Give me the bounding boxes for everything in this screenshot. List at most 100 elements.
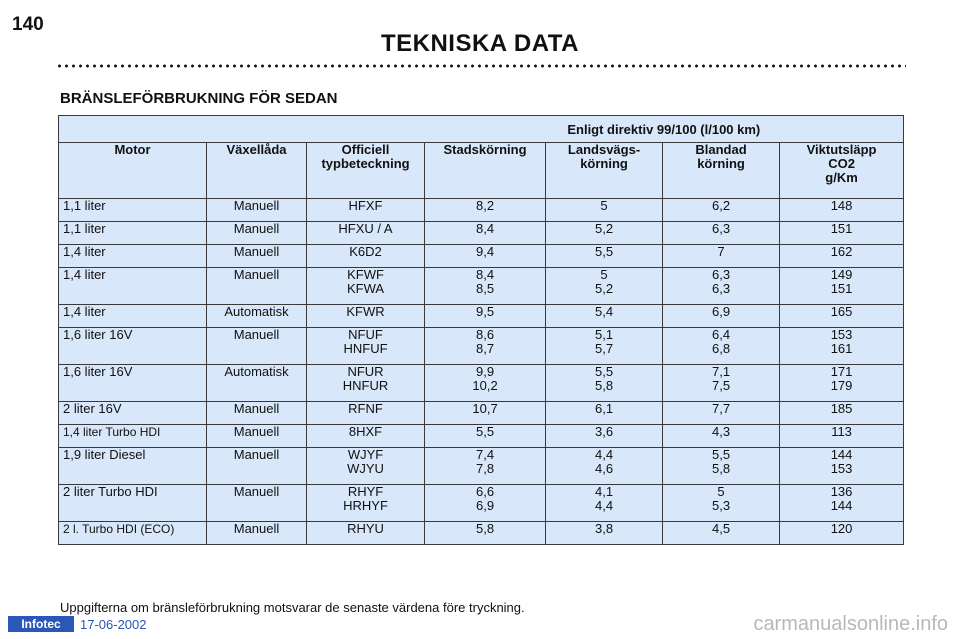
cell-value: 6,8 (711, 341, 731, 356)
cell-blandad: 7 (662, 244, 781, 268)
cell-value: RFNF (348, 401, 383, 416)
cell-value: 5,4 (594, 304, 614, 319)
cell-blandad: 6,4 6,8 (662, 327, 781, 365)
cell-value: 7,5 (711, 378, 731, 393)
cell-value: 10,7 (472, 401, 498, 416)
watermark: carmanualsonline.info (753, 613, 948, 635)
cell-value: WJYU (347, 461, 384, 476)
cell-value: 4,3 (711, 424, 731, 439)
cell-value: 4,5 (711, 521, 731, 536)
cell-typbeteckning: RHYF HRHYF (305, 484, 426, 522)
cell-blandad: 5,5 5,8 (662, 447, 781, 485)
table-row: 1,4 liter Manuell K6D2 9,4 5,5 7 162 (58, 244, 905, 268)
fuel-consumption-table: Enligt direktiv 99/100 (l/100 km) Motor … (57, 115, 905, 545)
cell-value: KFWF (347, 267, 384, 282)
cell-value: 5 (600, 198, 608, 213)
cell-value: 5,1 (594, 327, 614, 342)
cell-co2: 151 (779, 221, 905, 245)
cell-vaxellada: Manuell (206, 221, 307, 245)
footnote: Uppgifterna om bränsleförbrukning motsva… (60, 600, 525, 615)
cell-co2: 144 153 (779, 447, 905, 485)
cell-vaxellada: Manuell (206, 424, 307, 448)
cell-value: 144 (830, 447, 853, 462)
directive-header: Enligt direktiv 99/100 (l/100 km) (424, 115, 905, 143)
cell-value: 161 (830, 341, 853, 356)
cell-value: 153 (830, 327, 853, 342)
table-row: 1,4 liter Turbo HDI Manuell 8HXF 5,5 3,6 4,3 1… (58, 424, 905, 448)
cell-landsvagskorning: 4,4 4,6 (545, 447, 664, 485)
cell-value: 8,6 (475, 327, 495, 342)
cell-typbeteckning: HFXF (305, 198, 426, 222)
cell-typbeteckning: HFXU / A (305, 221, 426, 245)
cell-value: 7,8 (475, 461, 495, 476)
print-date: 17-06-2002 (80, 617, 147, 632)
cell-vaxellada: Manuell (206, 267, 307, 305)
cell-co2: 120 (779, 521, 905, 545)
cell-co2: 165 (779, 304, 905, 328)
cell-motor: 1,4 liter (58, 304, 207, 328)
cell-value: 5 (600, 267, 608, 282)
cell-motor: 1,4 liter (58, 267, 207, 305)
cell-value: 6,3 (711, 221, 731, 236)
cell-blandad: 4,3 (662, 424, 781, 448)
cell-typbeteckning: K6D2 (305, 244, 426, 268)
cell-stadskorning: 8,4 (424, 221, 547, 245)
cell-value: KFWR (346, 304, 385, 319)
table-row: 2 l. Turbo HDI (ECO) Manuell RHYU 5,8 3,8 4,5… (58, 521, 905, 545)
cell-value: 5 (717, 484, 725, 499)
cell-value: 151 (830, 281, 853, 296)
cell-value: 5,8 (594, 378, 614, 393)
header-line: Officiell (341, 142, 390, 157)
cell-stadskorning: 7,4 7,8 (424, 447, 547, 485)
cell-value: 4,1 (594, 484, 614, 499)
table-row: 1,6 liter 16V Manuell NFUF HNFUF 8,6 8,7 5,1 5,… (58, 327, 905, 365)
infotec-logo: Infotec (8, 616, 74, 632)
cell-value: 120 (830, 521, 853, 536)
cell-value: 3,8 (594, 521, 614, 536)
cell-value: 10,2 (472, 378, 498, 393)
col-header-stad: Stadskörning (424, 142, 547, 199)
cell-typbeteckning: 8HXF (305, 424, 426, 448)
cell-stadskorning: 9,4 (424, 244, 547, 268)
page-number: 140 (12, 14, 44, 35)
cell-value: 4,4 (594, 498, 614, 513)
cell-value: 5,8 (711, 461, 731, 476)
cell-value: 8,2 (475, 198, 495, 213)
cell-stadskorning: 5,8 (424, 521, 547, 545)
cell-blandad: 6,9 (662, 304, 781, 328)
section-title: BRÄNSLEFÖRBRUKNING FÖR SEDAN (60, 90, 338, 107)
cell-value: 8,4 (475, 267, 495, 282)
cell-landsvagskorning: 3,6 (545, 424, 664, 448)
cell-co2: 171 179 (779, 364, 905, 402)
table-row: 1,4 liter Automatisk KFWR 9,5 5,4 6,9 165 (58, 304, 905, 328)
cell-value: 171 (830, 364, 853, 379)
cell-value: 5,3 (711, 498, 731, 513)
cell-motor: 1,1 liter (58, 221, 207, 245)
cell-value: HNFUF (343, 341, 388, 356)
cell-motor: 1,9 liter Diesel (58, 447, 207, 485)
cell-landsvagskorning: 5,5 5,8 (545, 364, 664, 402)
cell-value: K6D2 (349, 244, 382, 259)
page-title: TEKNISKA DATA (380, 30, 580, 57)
cell-value: 6,2 (711, 198, 731, 213)
cell-landsvagskorning: 5 (545, 198, 664, 222)
cell-motor: 2 l. Turbo HDI (ECO) (58, 521, 207, 545)
cell-blandad: 7,1 7,5 (662, 364, 781, 402)
cell-value: 153 (830, 461, 853, 476)
cell-value: 6,3 (711, 267, 731, 282)
cell-value: 6,6 (475, 484, 495, 499)
cell-co2: 148 (779, 198, 905, 222)
cell-stadskorning: 5,5 (424, 424, 547, 448)
table-row: 1,6 liter 16V Automatisk NFUR HNFUR 9,9 10,2 5… (58, 364, 905, 402)
cell-value: 113 (831, 424, 852, 439)
cell-value: NFUF (348, 327, 383, 342)
cell-value: 5,5 (594, 244, 614, 259)
cell-value: 8HXF (348, 424, 383, 439)
cell-value: 7,1 (711, 364, 731, 379)
cell-value: 185 (830, 401, 853, 416)
header-line: Blandad (695, 142, 747, 157)
cell-typbeteckning: WJYF WJYU (305, 447, 426, 485)
col-header-lands: Landsvägs- körning (545, 142, 664, 199)
cell-stadskorning: 10,7 (424, 401, 547, 425)
cell-stadskorning: 8,2 (424, 198, 547, 222)
